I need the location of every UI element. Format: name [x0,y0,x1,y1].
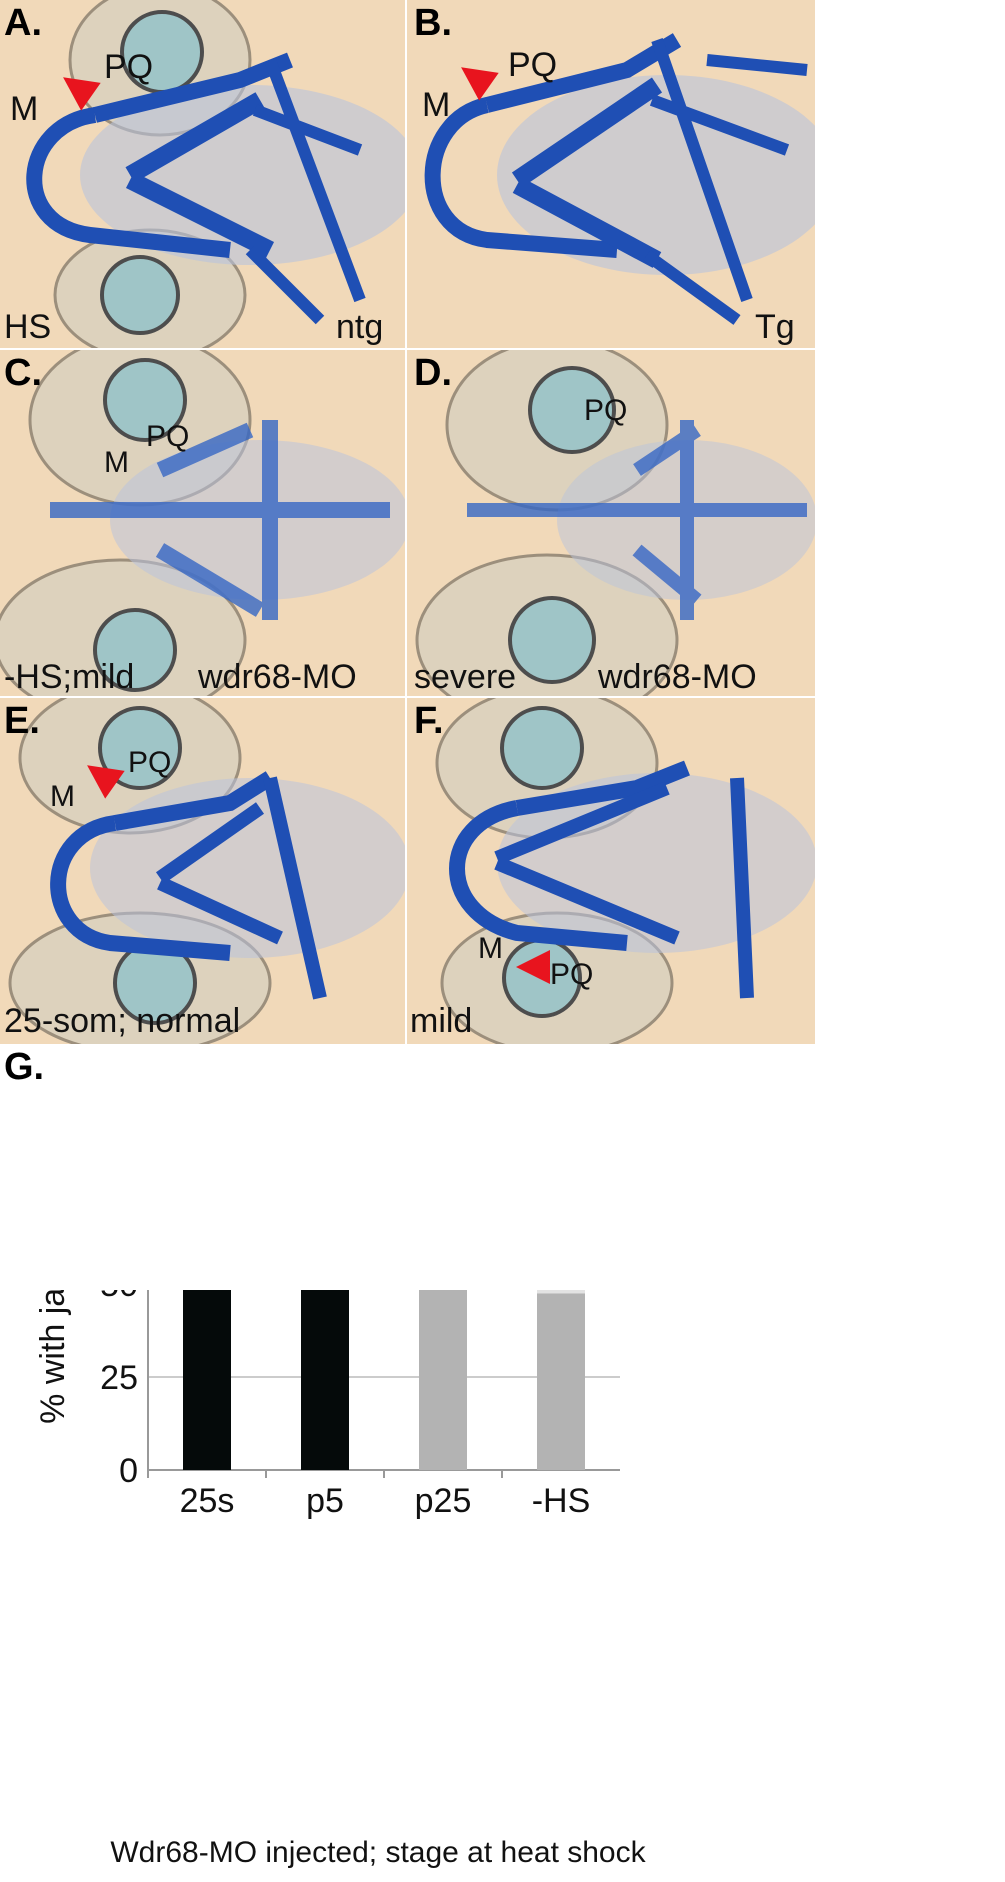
panel-a-label-right: ntg [336,308,384,346]
panel-b-mark-m: M [422,86,451,124]
y-tick-label-0: 0 [119,1452,138,1490]
panel-c-label-right: wdr68-MO [198,658,357,696]
panel-f-label-left: mild [410,1002,473,1040]
panel-c [0,350,405,696]
panel-c-label-left: -HS;mild [4,658,135,696]
x-tick-label-25s: 25s [180,1482,235,1520]
bar-normal-25s [183,1290,231,1470]
panel-e [0,698,405,1044]
panel-f-letter: F. [414,700,444,742]
chart-panel-letter: G. [4,1046,45,1088]
panel-c-image [0,350,405,696]
panel-e-mark-m: M [50,780,75,813]
panel-e-mark-pq: PQ [128,746,172,779]
panel-f-arrow [516,950,550,984]
panel-a [0,0,405,348]
y-tick-label-25: 25 [100,1359,138,1397]
panel-b-image [424,33,815,325]
panel-d-image [415,350,815,696]
panel-d-label-right: wdr68-MO [598,658,757,696]
bar-normal-p5 [301,1290,349,1470]
panel-b-letter: B. [414,2,452,44]
panel-e-label-left: 25-som; normal [4,1002,241,1040]
panel-d-letter: D. [414,352,452,394]
panel-b-label-right: Tg [755,308,795,346]
panel-c-letter: C. [4,352,42,394]
panel-f [407,698,815,1044]
panel-d-mark-pq: PQ [584,394,628,427]
panel-a-label-left: HS [4,308,52,346]
panel-c-mark-m: M [104,446,129,479]
panel-b [407,0,815,348]
bar-mild--HS [537,1293,585,1470]
y-axis-label: % with jaw defects [34,1290,72,1424]
panel-a-mark-pq: PQ [104,48,154,86]
panel-f-mark-pq: PQ [550,958,594,991]
x-axis-label: Wdr68-MO injected; stage at heat shock [110,1836,646,1869]
y-tick-label-50: 50 [100,1290,138,1304]
bar-severe--HS [537,1290,585,1294]
x-tick-label--HS: -HS [532,1482,591,1520]
stacked-bar-chart: % with jaw defects Wdr68-MO injected; st… [34,1290,775,1869]
panel-e-image [8,698,405,1044]
panel-c-mark-pq: PQ [146,420,190,453]
panel-a-mark-m: M [10,90,39,128]
x-tick-label-p5: p5 [306,1482,344,1520]
panel-e-letter: E. [4,700,40,742]
bar-mild-p25 [419,1290,467,1470]
panel-a-letter: A. [4,2,42,44]
panel-a-image [26,0,405,348]
panel-d [407,350,815,696]
panel-f-image [435,698,815,1044]
x-tick-label-p25: p25 [415,1482,472,1520]
legend-label-severe: severe [667,1290,775,1294]
panel-f-mark-m: M [478,932,503,965]
panel-d-label-left: severe [414,658,517,696]
panel-b-mark-pq: PQ [508,46,558,84]
